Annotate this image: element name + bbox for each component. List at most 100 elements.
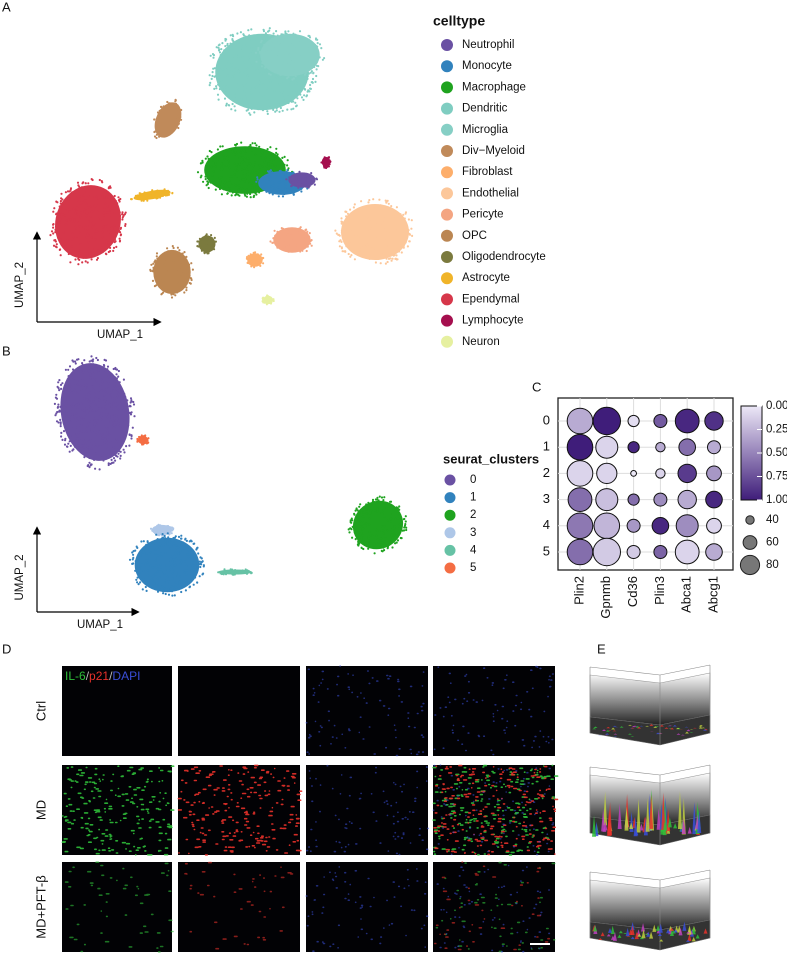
legend-label: Fibroblast xyxy=(462,166,513,178)
fluorescence xyxy=(434,861,551,951)
surface-spike xyxy=(695,934,700,939)
surface-spike xyxy=(641,923,646,932)
surface-spike xyxy=(610,935,615,940)
row-label: MD xyxy=(33,800,48,820)
legend-swatch xyxy=(441,39,453,51)
cell-points xyxy=(130,188,174,202)
surface-spike xyxy=(686,729,691,732)
surface-spike xyxy=(701,727,706,729)
surface-spike xyxy=(605,733,610,735)
surface-spike xyxy=(633,725,638,727)
cell-points xyxy=(261,294,275,306)
surface-spike xyxy=(600,932,605,937)
legend-label: Neuron xyxy=(462,336,500,348)
surface-spike xyxy=(673,929,678,933)
surface-spike xyxy=(666,928,671,934)
surface-spike xyxy=(607,730,612,731)
surface-spike xyxy=(639,823,644,831)
legend-swatch xyxy=(441,272,453,285)
legend-label: Ependymal xyxy=(462,293,520,305)
surface-spike xyxy=(625,927,630,937)
surface-spike xyxy=(631,726,636,728)
fluorescence xyxy=(64,861,174,953)
surface-spike xyxy=(676,733,681,735)
dot xyxy=(627,414,640,428)
surface-spike xyxy=(606,726,611,729)
surface-spike xyxy=(703,729,708,731)
panel-label: C xyxy=(532,379,541,394)
legend-swatch xyxy=(441,81,453,94)
surface-spike xyxy=(636,798,641,833)
surface-spike xyxy=(691,926,696,935)
surface-spike xyxy=(627,733,632,735)
cluster-core xyxy=(352,500,404,550)
legend-swatch xyxy=(441,314,453,327)
surface-spike xyxy=(644,933,649,935)
surface-spike xyxy=(703,928,708,934)
surface-spike xyxy=(613,733,618,735)
fluorescence xyxy=(433,764,559,856)
surface-spike xyxy=(649,794,654,829)
surface-spike xyxy=(605,730,610,732)
surface-spike xyxy=(658,732,663,734)
cell-points xyxy=(149,523,175,537)
legend-swatch xyxy=(441,208,453,221)
colorbar-label: 0.25 xyxy=(766,424,787,436)
dot xyxy=(653,414,668,428)
micrograph xyxy=(306,666,428,756)
legend-swatch xyxy=(444,562,456,574)
surface-spike xyxy=(675,727,680,730)
legend-label: Div−Myeloid xyxy=(462,145,525,157)
surface-spike xyxy=(601,808,606,832)
stain-part: IL-6 xyxy=(65,669,86,683)
fluorescence xyxy=(305,665,425,757)
panel-label: B xyxy=(2,343,11,358)
cell-points xyxy=(254,30,326,81)
x-tick-label: Abca1 xyxy=(679,576,694,613)
panel-label: D xyxy=(2,641,11,656)
stain-part: / xyxy=(86,669,90,683)
cell-points xyxy=(285,170,319,189)
box-edges xyxy=(589,869,711,950)
legend-swatch xyxy=(441,187,453,200)
cell-points xyxy=(128,532,205,597)
surface-spike xyxy=(656,925,661,931)
surface-spike xyxy=(689,732,694,733)
surface-plot xyxy=(589,764,711,846)
dot xyxy=(675,514,699,538)
surface-spike xyxy=(677,790,682,829)
surface-spike xyxy=(637,726,642,729)
dot xyxy=(626,545,641,559)
surface-spike xyxy=(635,933,640,935)
surface-spike xyxy=(634,931,639,940)
micrograph xyxy=(306,765,428,855)
surface-spike xyxy=(603,791,608,826)
dot xyxy=(651,517,670,535)
surface-spike xyxy=(608,802,613,836)
legend-swatch xyxy=(441,251,453,263)
legend-label: Endothelial xyxy=(462,187,519,199)
dot xyxy=(595,435,619,459)
dot xyxy=(706,517,722,534)
surface-spike xyxy=(669,927,674,931)
fluorescence xyxy=(433,665,554,756)
cell-points xyxy=(49,178,127,266)
fluorescence xyxy=(305,866,429,952)
surface-spike xyxy=(639,725,644,727)
legend-label: Neutrophil xyxy=(462,39,514,51)
surface-spike xyxy=(605,730,610,732)
legend-swatch xyxy=(444,492,456,504)
legend-label: Lymphocyte xyxy=(462,315,524,327)
x-tick-label: Abcg1 xyxy=(705,576,720,613)
surface-spike xyxy=(692,801,697,835)
dot xyxy=(630,470,637,477)
dot xyxy=(626,518,641,533)
y-tick-label: 0 xyxy=(543,412,550,427)
surface-spike xyxy=(598,938,603,940)
cell-points xyxy=(245,251,265,269)
dot xyxy=(627,441,640,454)
surface-spike xyxy=(672,725,677,727)
legend-swatch xyxy=(441,293,453,306)
surface-spike xyxy=(649,724,654,726)
